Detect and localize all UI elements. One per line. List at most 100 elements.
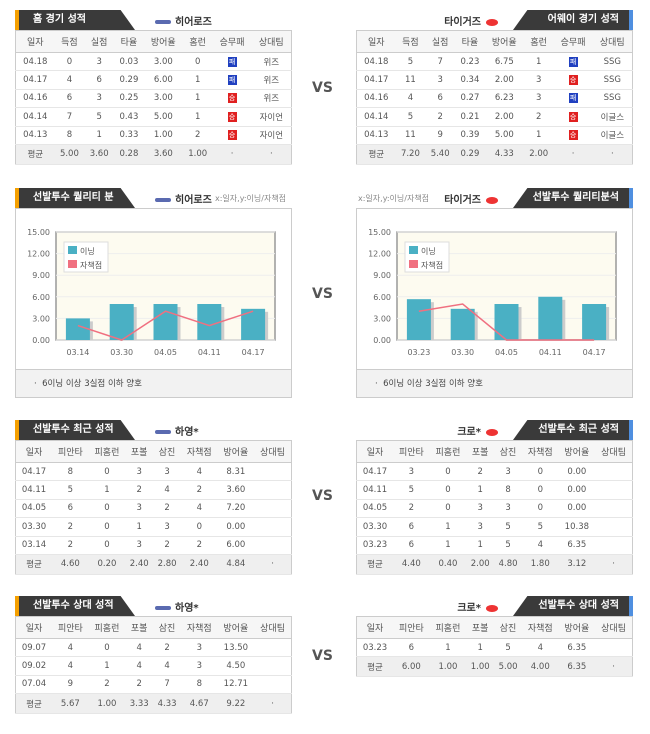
column-header: 포볼 [125,440,154,463]
table-cell: 11 [395,126,426,145]
table-cell: 04.17 [15,70,55,90]
y-tick-label: 6.00 [373,293,391,302]
table-cell: 3 [393,462,430,482]
table-cell: 3 [125,499,154,519]
column-header: 피안타 [393,616,430,639]
column-header: 자책점 [521,616,559,639]
table-cell: 0 [54,52,85,72]
table-cell: 4.00 [521,656,559,678]
table-cell: 09.07 [15,638,53,658]
table-cell: 2 [52,536,89,555]
team-logo-icon [155,430,171,434]
section-title: 선발투수 최근 성적 [15,420,135,440]
column-header: 삼진 [494,616,522,639]
legend-label: 자책점 [421,260,443,270]
section-title: 선발투수 최근 성적 [513,420,633,440]
average-row: 평균 5.67 1.00 3.33 4.33 4.67 9.22 · [15,693,292,715]
table-cell: · [212,144,252,165]
table-cell: 03.30 [356,517,394,537]
column-header: 홈런 [182,30,213,53]
result-badge: 승 [227,111,237,122]
column-header: 피안타 [52,616,89,639]
bar [406,299,431,340]
column-header: 상대팀 [254,616,292,639]
table-cell: 04.11 [15,480,53,500]
average-row: 평균 5.00 3.60 0.28 3.60 1.00 · · [15,144,292,165]
table-cell: 07.04 [15,675,53,695]
table-cell: 2.80 [153,554,181,575]
table-cell [254,499,292,519]
x-tick-label: 03.30 [110,348,133,357]
legend-label: 이닝 [80,246,95,256]
x-tick-label: 04.17 [583,348,606,357]
table-cell: 4 [125,656,154,676]
table-cell: 4 [153,480,181,500]
column-header: 포볼 [466,616,495,639]
x-tick-label: 04.11 [539,348,562,357]
table-cell: 1 [429,638,467,658]
table-cell [254,480,292,500]
legend-swatch [409,260,418,268]
column-header: 타율 [114,30,144,53]
table-row: 04.17 8 0 3 3 4 8.31 [15,462,292,482]
column-header: 일자 [356,440,394,463]
y-tick-label: 6.00 [32,293,50,302]
table-cell: 04.05 [15,499,53,519]
table-cell: 1 [523,52,554,72]
average-row: 평균 4.60 0.20 2.40 2.80 2.40 4.84 · [15,554,292,575]
table-cell: 0.25 [114,89,144,109]
column-header: 삼진 [494,440,522,463]
section-title: 어웨이 경기 성적 [513,10,633,30]
team-label: 히어로즈 [155,13,212,28]
table-cell: 7 [425,52,456,72]
table-cell: 평균 [15,693,53,715]
table-cell: 04.18 [15,52,55,72]
table-cell: 2.00 [466,554,495,575]
table-cell: 1.00 [143,126,183,145]
table-cell: 1.00 [182,144,213,165]
column-header: 일자 [15,440,53,463]
table-cell [595,536,633,555]
table-cell: 1 [466,638,495,658]
legend-label: 이닝 [421,246,436,256]
table-cell: 2 [425,107,456,127]
table-cell: 8 [180,675,218,695]
table-cell: 5.00 [494,656,522,678]
table-row: 04.18 0 3 0.03 3.00 0 패 위즈 [15,52,292,72]
table-cell: 04.17 [356,70,396,90]
table-cell: 4 [521,536,559,555]
axis-note: x:일자,y:이닝/자책점 [358,194,430,203]
table-cell: 2 [466,462,495,482]
table-cell: 평균 [356,144,396,165]
table-row: 09.02 4 1 4 4 3 4.50 [15,656,292,676]
table-cell: 평균 [356,656,394,678]
x-tick-label: 03.30 [451,348,474,357]
column-header: 방어율 [217,616,255,639]
recent-right-table: 일자 피안타 피홈런 포볼 삼진 자책점 방어율 상대팀 04.17 3 0 2 3 0 0.00 04.11… [356,440,633,575]
legend-swatch [68,246,77,254]
table-cell: 3 [180,638,218,658]
column-header: 방어율 [217,440,255,463]
table-cell: 1 [466,536,495,555]
table-cell: 0.20 [88,554,126,575]
vs-right-panel: 선발투수 상대 성적 크로* 일자 피안타 피홈런 포볼 삼진 자책점 방어율 상대팀 03.2… [356,596,633,678]
table-cell: 7.20 [395,144,426,165]
column-header: 득점 [395,30,426,53]
table-cell: 3.00 [143,52,183,72]
table-cell: 3 [466,517,495,537]
table-cell: 04.14 [356,107,396,127]
table-cell: 3 [494,462,522,482]
table-cell: 1 [125,517,154,537]
result-badge: 패 [227,56,237,67]
table-cell: 04.14 [15,107,55,127]
average-row: 평균 7.20 5.40 0.29 4.33 2.00 · · [356,144,633,165]
column-header: 홈런 [523,30,554,53]
table-cell: 2 [180,480,218,500]
team-label: 타이거즈 [444,13,498,28]
table-cell: 2.00 [484,70,524,90]
table-cell: 4 [180,499,218,519]
table-cell: SSG [592,89,633,109]
y-tick-label: 3.00 [32,314,50,323]
table-cell: 5 [395,107,426,127]
table-cell: 5 [494,536,522,555]
